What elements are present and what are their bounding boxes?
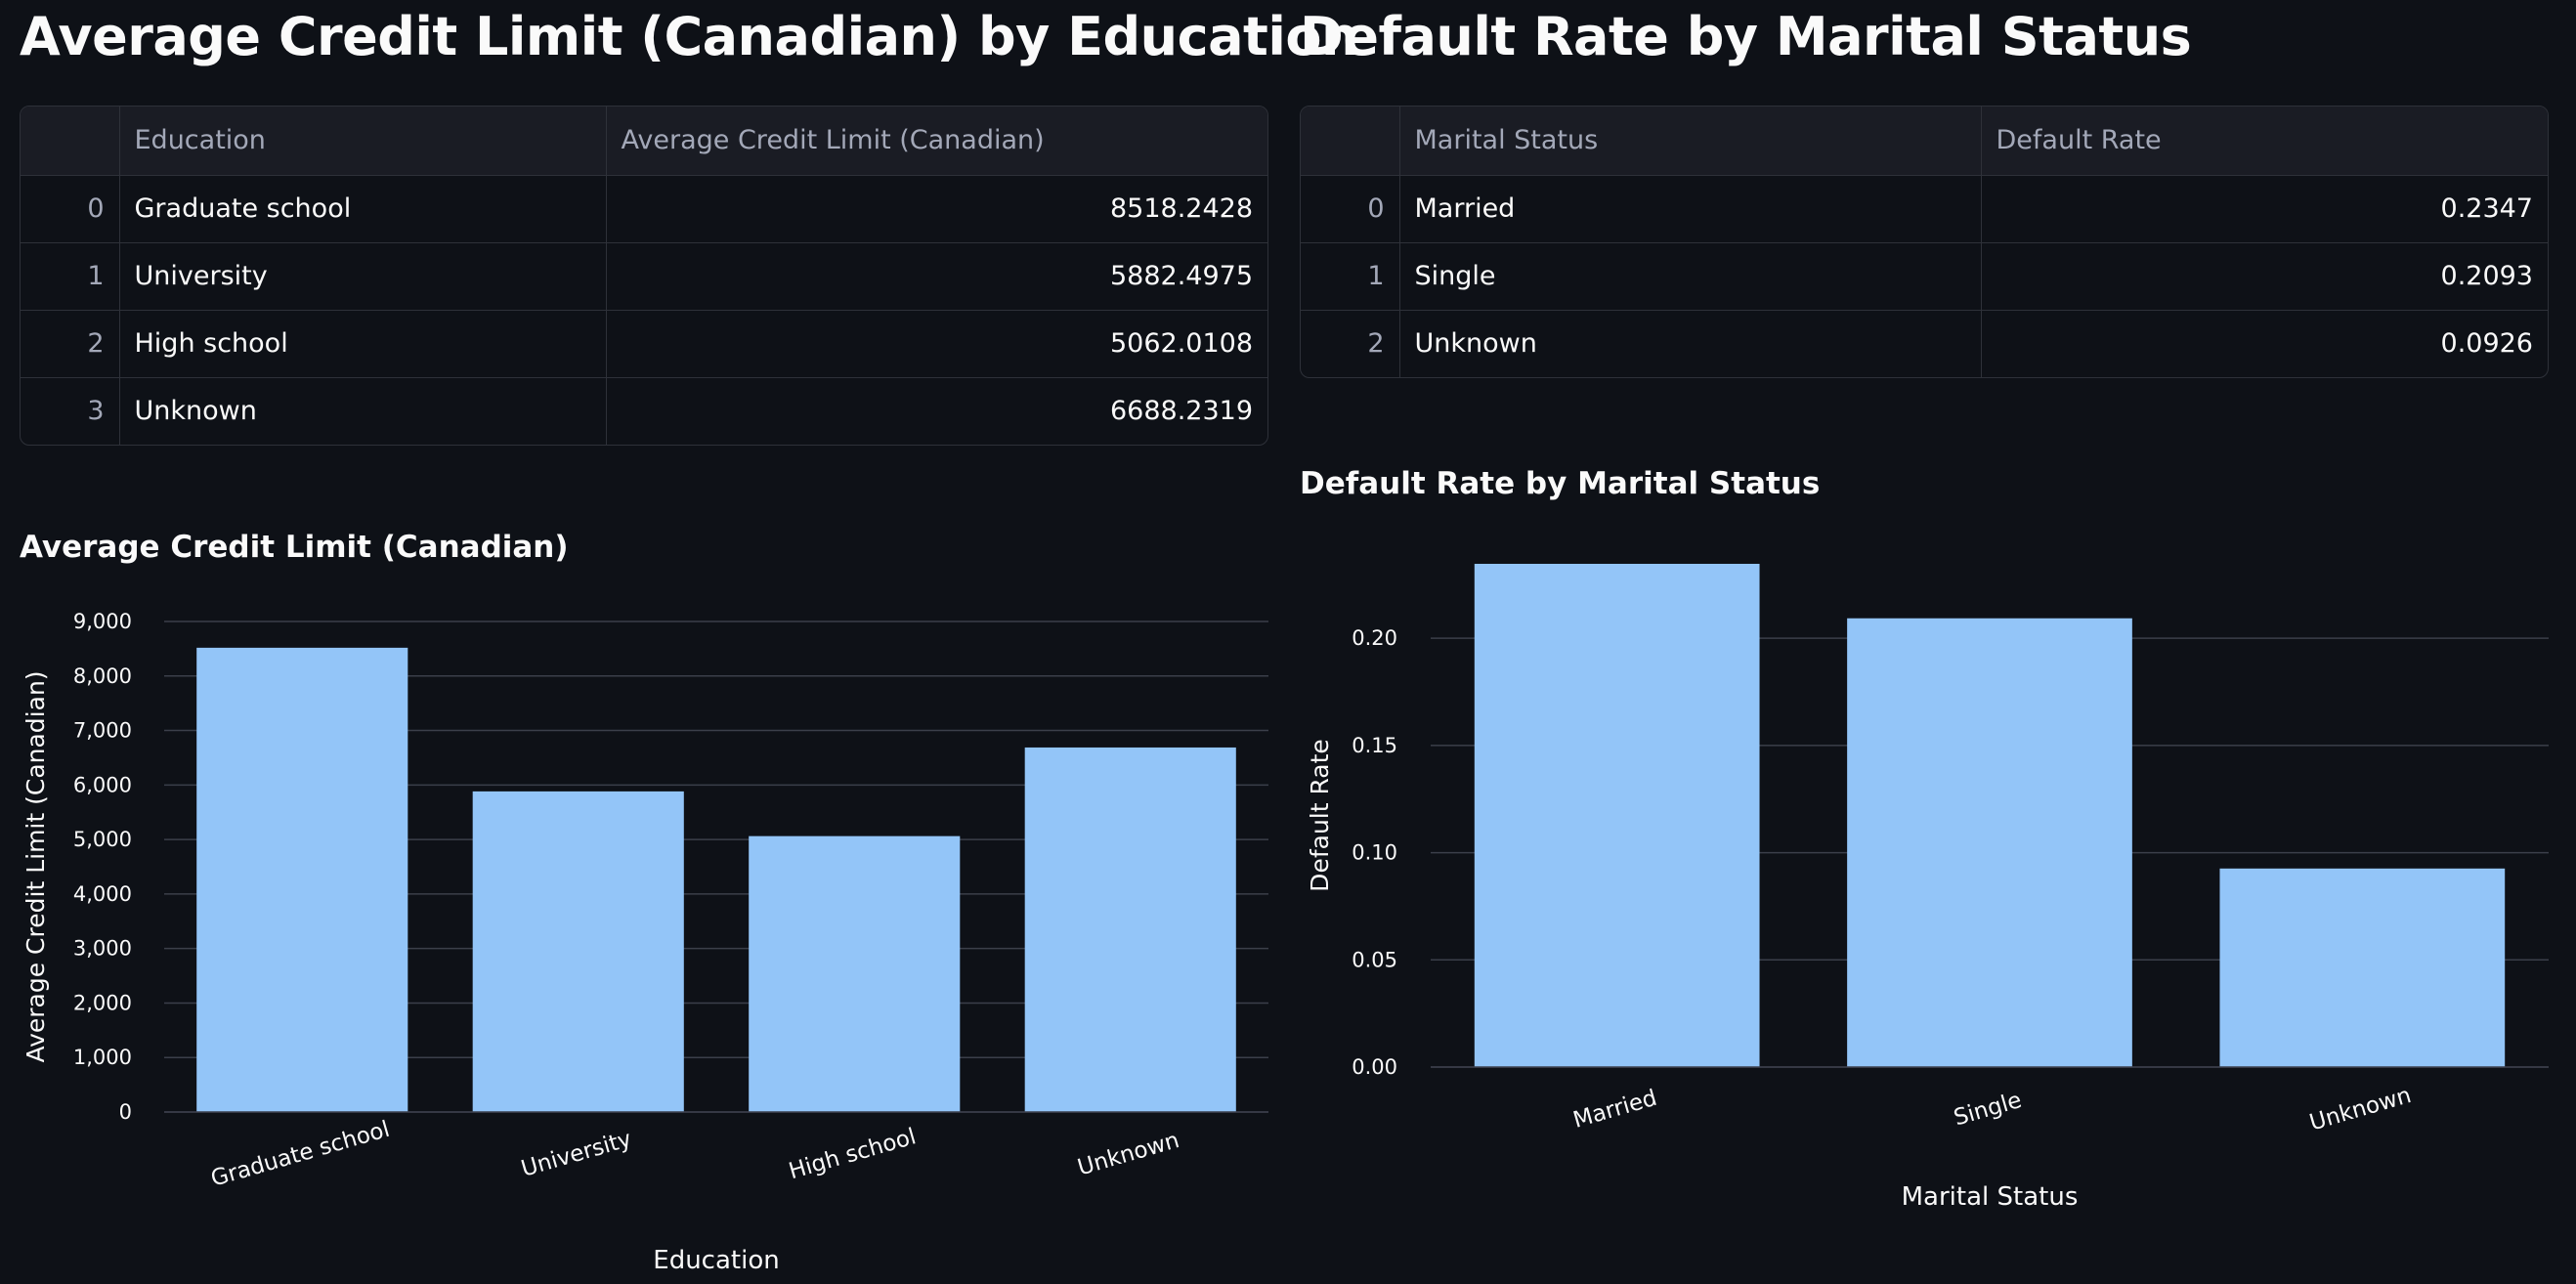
education-cell[interactable]: Unknown	[119, 377, 607, 445]
table-header-row: Education Average Credit Limit (Canadian…	[21, 107, 1267, 176]
marital-status-column-header[interactable]: Marital Status	[1399, 107, 1982, 176]
default-rate-column-header[interactable]: Default Rate	[1981, 107, 2548, 176]
credit-limit-cell[interactable]: 5882.4975	[606, 242, 1267, 311]
row-index: 3	[21, 377, 120, 445]
marital-section-title: Default Rate by Marital Status	[1300, 6, 2192, 67]
x-tick-label: Unknown	[2306, 1083, 2414, 1135]
bar[interactable]	[749, 835, 961, 1112]
education-bar-chart[interactable]: 0 1,000 2,000 3,000 4,000 5,000 6,000 7,000 8,00…	[20, 586, 1270, 1284]
bar[interactable]	[472, 791, 684, 1112]
bar[interactable]	[1474, 564, 1760, 1067]
y-tick-label: 6,000	[73, 773, 132, 796]
y-tick-label: 0.20	[1352, 626, 1397, 650]
row-index: 1	[1301, 242, 1400, 311]
marital-status-cell[interactable]: Single	[1399, 242, 1982, 311]
x-axis-title: Marital Status	[1902, 1182, 2079, 1212]
table-row[interactable]: 2 Unknown 0.0926	[1301, 310, 2548, 377]
y-tick-label: 0.05	[1352, 948, 1397, 971]
y-tick-label: 8,000	[73, 664, 132, 688]
education-column-header[interactable]: Education	[119, 107, 607, 176]
marital-status-cell[interactable]: Married	[1399, 175, 1982, 243]
row-index: 0	[1301, 175, 1400, 243]
credit-limit-cell[interactable]: 6688.2319	[1109, 396, 1253, 427]
table-row[interactable]: 3 Unknown 6688.2319	[21, 377, 1267, 445]
table-row[interactable]: 2 High school 5062.0108	[21, 310, 1267, 378]
row-index: 0	[21, 175, 120, 243]
table-header-row: Marital Status Default Rate	[1301, 107, 2548, 176]
marital-dataframe[interactable]: Marital Status Default Rate 0 Married 0.…	[1300, 106, 2549, 378]
x-tick-label: University	[518, 1127, 634, 1182]
index-column-header[interactable]	[1301, 107, 1400, 176]
x-tick-label: Married	[1570, 1086, 1659, 1134]
row-index: 2	[21, 310, 120, 378]
education-cell[interactable]: Graduate school	[119, 175, 607, 243]
default-rate-cell[interactable]: 0.2347	[1981, 175, 2548, 243]
table-row[interactable]: 0 Graduate school 8518.2428	[21, 175, 1267, 243]
avg-credit-limit-column-header[interactable]: Average Credit Limit (Canadian)	[606, 107, 1267, 176]
y-tick-label: 9,000	[73, 610, 132, 633]
marital-status-cell[interactable]: Unknown	[1399, 310, 1982, 377]
bar[interactable]	[1024, 747, 1236, 1112]
y-tick-label: 5,000	[73, 828, 132, 851]
row-index: 2	[1301, 310, 1400, 377]
marital-chart-title: Default Rate by Marital Status	[1300, 466, 1821, 501]
marital-bar-chart[interactable]: 0.00 0.05 0.10 0.15 0.20 Married Single Unknown…	[1300, 528, 2551, 1231]
y-tick-label: 0.10	[1352, 841, 1397, 865]
table-row[interactable]: 0 Married 0.2347	[1301, 175, 2548, 243]
x-tick-label: Graduate school	[208, 1117, 393, 1192]
y-axis-title: Default Rate	[1306, 739, 1334, 892]
y-tick-label: 3,000	[73, 937, 132, 961]
education-cell[interactable]: High school	[119, 310, 607, 378]
default-rate-cell[interactable]: 0.0926	[2440, 328, 2533, 360]
y-tick-label: 7,000	[73, 719, 132, 743]
y-axis-title: Average Credit Limit (Canadian)	[21, 670, 50, 1062]
default-rate-cell[interactable]: 0.2093	[1981, 242, 2548, 311]
x-tick-label: High school	[786, 1124, 919, 1184]
y-tick-label: 4,000	[73, 882, 132, 906]
y-tick-label: 2,000	[73, 991, 132, 1014]
x-axis-title: Education	[653, 1246, 779, 1275]
bar[interactable]	[2219, 868, 2506, 1067]
x-tick-label: Unknown	[1075, 1128, 1182, 1180]
credit-limit-cell[interactable]: 5062.0108	[606, 310, 1267, 378]
education-section-title: Average Credit Limit (Canadian) by Educa…	[20, 6, 1358, 67]
y-tick-label: 1,000	[73, 1046, 132, 1069]
bar[interactable]	[196, 647, 408, 1112]
credit-limit-cell[interactable]: 8518.2428	[606, 175, 1267, 243]
index-column-header[interactable]	[21, 107, 120, 176]
x-tick-label: Single	[1951, 1088, 2024, 1131]
row-index: 1	[21, 242, 120, 311]
y-tick-label: 0	[119, 1100, 132, 1124]
bar[interactable]	[1847, 618, 2132, 1067]
education-chart-title: Average Credit Limit (Canadian)	[20, 530, 569, 565]
y-tick-label: 0.15	[1352, 734, 1397, 757]
education-dataframe[interactable]: Education Average Credit Limit (Canadian…	[20, 106, 1268, 446]
y-tick-label: 0.00	[1352, 1055, 1397, 1079]
table-row[interactable]: 1 University 5882.4975	[21, 242, 1267, 311]
table-row[interactable]: 1 Single 0.2093	[1301, 242, 2548, 311]
education-cell[interactable]: University	[119, 242, 607, 311]
